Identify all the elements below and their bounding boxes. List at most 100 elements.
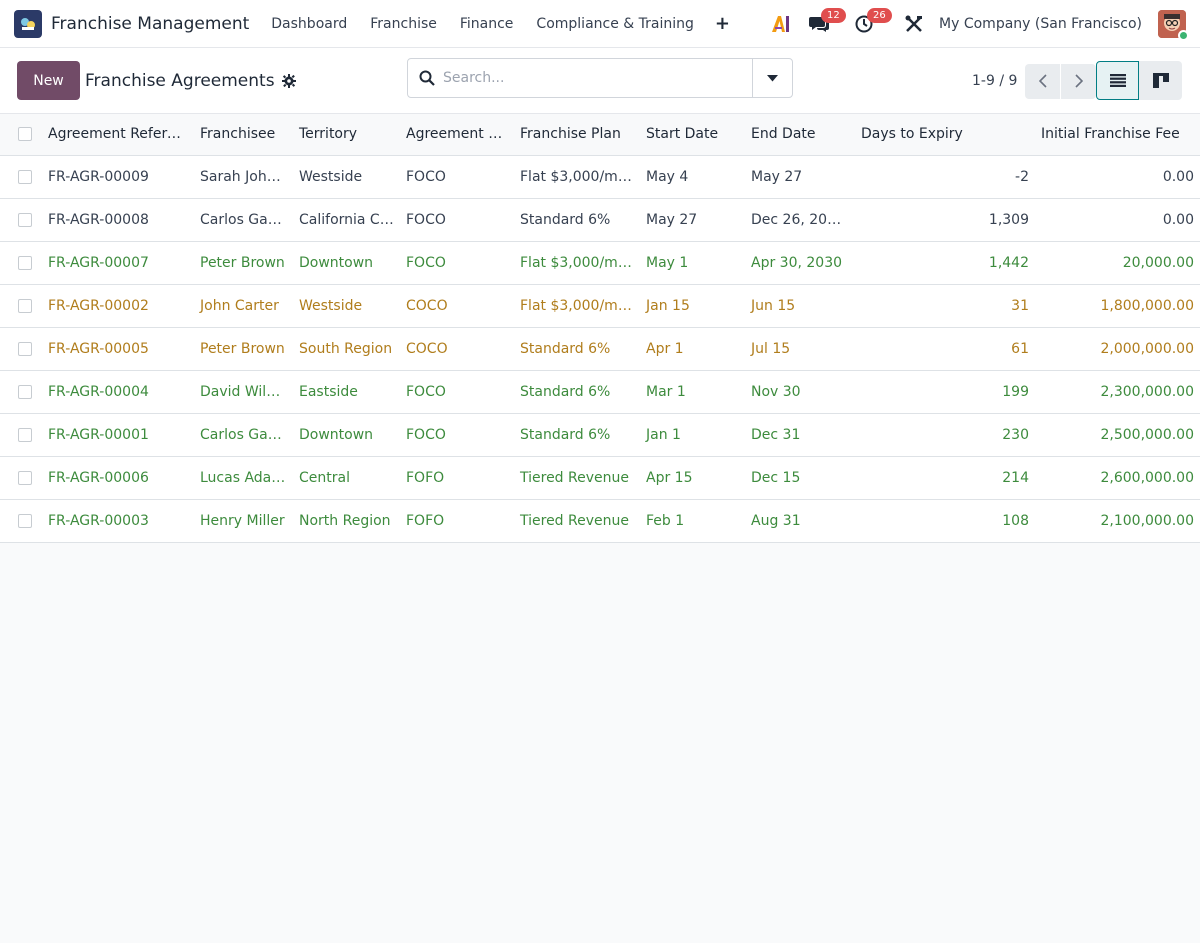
cell-days-to-expiry: 214 (1002, 469, 1029, 486)
table-row[interactable]: FR-AGR-00007 Peter Brown Downtown FOCO Flat … (0, 241, 1200, 284)
kanban-view-icon[interactable] (1139, 61, 1182, 100)
col-start-date[interactable]: Start Date (640, 114, 745, 156)
cell-end-date: Aug 31 (751, 512, 801, 529)
cell-start-date: Feb 1 (646, 512, 685, 529)
row-checkbox[interactable] (18, 255, 32, 270)
col-franchise-plan[interactable]: Franchise Plan (514, 114, 640, 156)
cell-start-date: May 4 (646, 168, 689, 185)
cell-franchise-plan: Standard 6% (520, 340, 611, 357)
cell-initial-franchise-fee: 2,300,000.00 (1100, 383, 1194, 400)
row-select-cell (0, 155, 42, 198)
row-select-cell (0, 456, 42, 499)
app-name[interactable]: Franchise Management (51, 13, 250, 34)
gear-icon[interactable] (281, 73, 296, 88)
row-checkbox[interactable] (18, 427, 32, 442)
table-row[interactable]: FR-AGR-00009 Sarah Johnson Westside FOCO Fla… (0, 155, 1200, 198)
search-icon (419, 70, 435, 86)
caret-down-icon[interactable] (752, 59, 792, 97)
cell-end-date: Jul 15 (751, 340, 791, 357)
avatar[interactable] (1158, 9, 1189, 41)
cell-days-to-expiry: 199 (1002, 383, 1029, 400)
menu-dashboard[interactable]: Dashboard (271, 15, 348, 32)
pager-value[interactable]: 1-9 / 9 (972, 73, 1018, 89)
cell-initial-franchise-fee: 2,500,000.00 (1100, 426, 1194, 443)
row-checkbox[interactable] (18, 298, 32, 313)
cell-start-date: May 27 (646, 211, 698, 228)
col-days-to-expiry[interactable]: Days to Expiry (849, 114, 1035, 156)
table-row[interactable]: FR-AGR-00004 David Wilson Eastside FOCO Stan… (0, 370, 1200, 413)
main-menu: Dashboard Franchise Finance Compliance &… (271, 13, 730, 34)
company-switcher[interactable]: My Company (San Francisco) (939, 15, 1142, 32)
cell-territory: Downtown (299, 426, 374, 443)
row-checkbox[interactable] (18, 341, 32, 356)
clock-icon[interactable]: 26 (855, 7, 892, 33)
menu-franchise[interactable]: Franchise (370, 15, 437, 32)
table-row[interactable]: FR-AGR-00003 Henry Miller North Region FOFO… (0, 499, 1200, 542)
cell-franchisee: Peter Brown (200, 254, 285, 271)
row-checkbox[interactable] (18, 212, 32, 227)
control-panel: New Franchise Agreements 1-9 / 9 (0, 48, 1200, 114)
cell-agreement-type: FOCO (406, 254, 446, 271)
cell-territory: California Coast (299, 211, 400, 228)
col-initial-franchise-fee[interactable]: Initial Franchise Fee (1035, 114, 1200, 156)
cell-agreement-type: FOCO (406, 168, 446, 185)
cell-initial-franchise-fee: 0.00 (1162, 168, 1194, 185)
table-row[interactable]: FR-AGR-00005 Peter Brown South Region COCO S… (0, 327, 1200, 370)
row-checkbox[interactable] (18, 470, 32, 485)
messages-count-badge: 12 (821, 7, 846, 23)
select-all-checkbox[interactable] (18, 127, 32, 142)
cell-franchisee: Carlos Garcia (200, 426, 293, 443)
row-checkbox[interactable] (18, 384, 32, 399)
cell-days-to-expiry: 1,309 (988, 211, 1029, 228)
cell-start-date: Apr 1 (646, 340, 684, 357)
cell-franchise-plan: Flat $3,000/month (520, 168, 640, 185)
top-navbar: Franchise Management Dashboard Franchise… (0, 0, 1200, 48)
table-row[interactable]: FR-AGR-00008 Carlos Garcia California Coas… (0, 198, 1200, 241)
table-row[interactable]: FR-AGR-00002 John Carter Westside COCO Flat … (0, 284, 1200, 327)
cell-franchisee: John Carter (200, 297, 279, 314)
list-view-icon[interactable] (1096, 61, 1139, 100)
new-button[interactable]: New (17, 61, 80, 100)
table-header-row: Agreement Reference Franchisee Territory… (0, 114, 1200, 156)
chevron-left-icon[interactable] (1025, 63, 1061, 99)
ai-icon[interactable] (771, 15, 791, 33)
cell-agreement-reference: FR-AGR-00002 (48, 297, 149, 314)
row-checkbox[interactable] (18, 513, 32, 528)
row-select-cell (0, 284, 42, 327)
page-title: Franchise Agreements (85, 70, 275, 91)
cell-start-date: Apr 15 (646, 469, 693, 486)
cell-agreement-type: COCO (406, 297, 448, 314)
col-franchisee[interactable]: Franchisee (194, 114, 293, 156)
cell-agreement-type: FOFO (406, 469, 445, 486)
cell-franchise-plan: Standard 6% (520, 211, 611, 228)
cell-initial-franchise-fee: 2,600,000.00 (1100, 469, 1194, 486)
cell-initial-franchise-fee: 1,800,000.00 (1100, 297, 1194, 314)
cell-days-to-expiry: 31 (1011, 297, 1029, 314)
app-icon[interactable] (14, 9, 42, 38)
presence-indicator (1178, 29, 1189, 41)
cell-territory: Westside (299, 297, 363, 314)
cell-end-date: Jun 15 (751, 297, 796, 314)
cell-start-date: Mar 1 (646, 383, 686, 400)
search-input[interactable] (443, 70, 752, 86)
chevron-right-icon[interactable] (1061, 63, 1097, 99)
plus-icon[interactable]: + (714, 13, 730, 34)
cell-days-to-expiry: -2 (1015, 168, 1029, 185)
col-agreement-type[interactable]: Agreement Type (400, 114, 514, 156)
col-end-date[interactable]: End Date (745, 114, 849, 156)
tools-icon[interactable] (905, 15, 923, 33)
cell-franchisee: Peter Brown (200, 340, 285, 357)
row-checkbox[interactable] (18, 169, 32, 184)
col-territory[interactable]: Territory (293, 114, 400, 156)
menu-compliance-training[interactable]: Compliance & Training (536, 15, 694, 32)
menu-finance[interactable]: Finance (459, 15, 514, 32)
table-row[interactable]: FR-AGR-00006 Lucas Adams Central FOFO Tiered… (0, 456, 1200, 499)
cell-franchisee: Sarah Johnson (200, 168, 293, 185)
chat-icon[interactable]: 12 (809, 7, 846, 33)
cell-end-date: Dec 26, 2029 (751, 211, 845, 228)
col-agreement-reference[interactable]: Agreement Reference (42, 114, 194, 156)
cell-agreement-type: FOFO (406, 512, 445, 529)
row-select-cell (0, 413, 42, 456)
cell-initial-franchise-fee: 20,000.00 (1122, 254, 1194, 271)
table-row[interactable]: FR-AGR-00001 Carlos Garcia Downtown FOCO Sta… (0, 413, 1200, 456)
